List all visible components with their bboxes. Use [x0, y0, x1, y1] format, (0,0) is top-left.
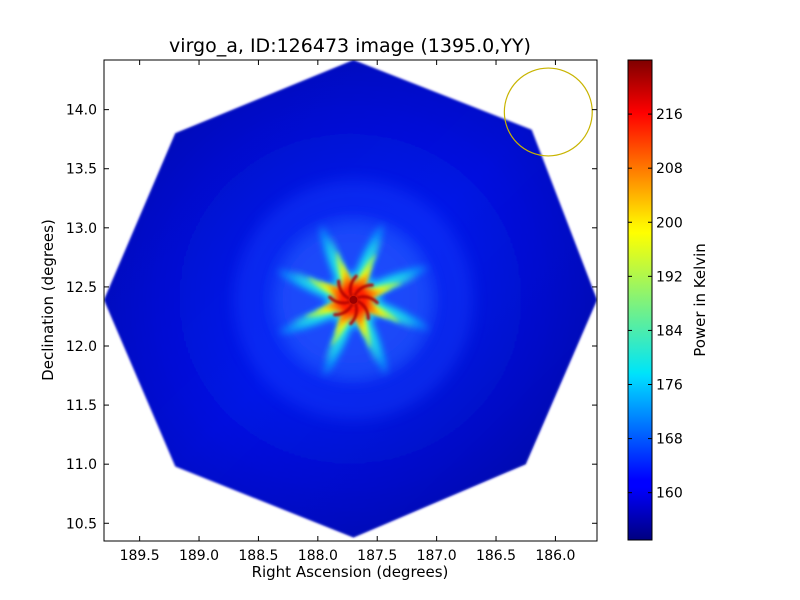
y-tick-label: 12.5 [66, 280, 97, 296]
core-swirl-arm [348, 274, 358, 297]
x-tick-label: 188.0 [298, 548, 338, 564]
x-axis-label: Right Ascension (degrees) [252, 563, 449, 581]
colorbar-tick-label: 176 [656, 378, 683, 394]
colorbar-tick-label: 168 [656, 432, 683, 448]
y-tick-label: 13.0 [66, 221, 97, 237]
x-tick-label: 187.5 [357, 548, 397, 564]
x-axis-ticks: 189.5 189.0 188.5 188.0 187.5 187.0 186.5 186.0 [120, 60, 575, 564]
chart-title: virgo_a, ID:126473 image (1395.0,YY) [169, 35, 531, 57]
colorbar: 160 168 176 184 192 200 208 216 Power in Kelvin [627, 59, 709, 541]
colorbar-ticks: 160 168 176 184 192 200 208 216 [628, 107, 683, 502]
x-tick-label: 189.0 [179, 548, 219, 564]
core-swirl-arm [356, 295, 379, 305]
y-axis-ticks: 10.5 11.0 11.5 12.0 12.5 13.0 13.5 14.0 [66, 103, 597, 532]
axes-frame [103, 59, 598, 542]
x-tick-label: 186.0 [535, 548, 575, 564]
colorbar-gradient [628, 60, 652, 540]
beam-circle [503, 67, 593, 157]
colorbar-tick-label: 184 [656, 323, 683, 339]
y-axis-label: Declination (degrees) [39, 219, 57, 381]
y-tick-label: 11.5 [66, 398, 97, 414]
y-tick-label: 13.5 [66, 162, 97, 178]
core-swirl-arm [333, 303, 354, 317]
y-tick-label: 10.5 [66, 516, 97, 532]
colorbar-label: Power in Kelvin [691, 243, 709, 357]
x-tick-label: 187.0 [417, 548, 457, 564]
core-swirl-arm [353, 283, 374, 297]
colorbar-tick-label: 160 [656, 486, 683, 502]
core-swirl-arm [328, 295, 351, 305]
colorbar-tick-label: 216 [656, 107, 683, 123]
x-tick-label: 189.5 [120, 548, 160, 564]
y-tick-label: 11.0 [66, 457, 97, 473]
x-tick-label: 186.5 [476, 548, 516, 564]
core-swirl-arm [337, 279, 351, 300]
source-emission [233, 179, 474, 420]
y-tick-label: 14.0 [66, 103, 97, 119]
colorbar-frame [627, 59, 653, 541]
sky-image [104, 60, 597, 538]
core-swirl-arm [349, 302, 359, 326]
colorbar-tick-label: 200 [656, 215, 683, 231]
colorbar-tick-label: 192 [656, 269, 683, 285]
core-swirl-arm [356, 299, 370, 321]
core-center [349, 295, 358, 304]
core-swirl [328, 274, 379, 326]
colorbar-tick-label: 208 [656, 161, 683, 177]
x-tick-label: 188.5 [238, 548, 278, 564]
y-tick-label: 12.0 [66, 339, 97, 355]
